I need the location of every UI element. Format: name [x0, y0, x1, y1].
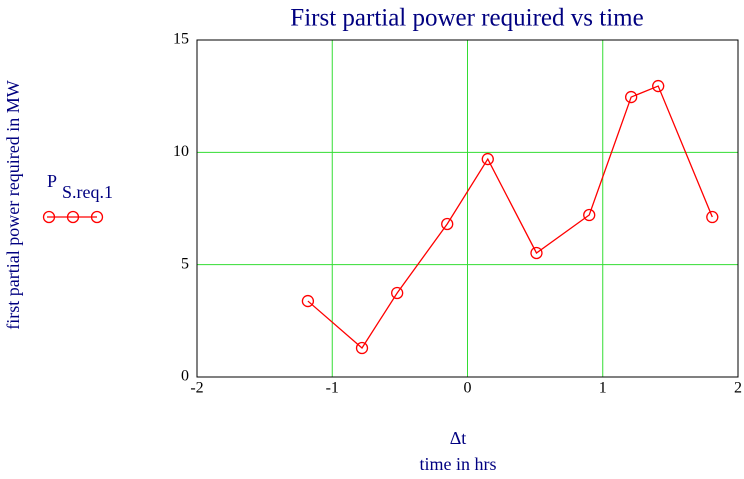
data-point [530, 246, 543, 260]
x-tick-label: 0 [464, 380, 472, 397]
data-point [652, 79, 665, 93]
x-tick-label: -1 [326, 380, 339, 397]
data-point [301, 294, 315, 308]
y-tick-label: 0 [181, 368, 189, 385]
data-point [706, 210, 719, 224]
legend-marker [90, 210, 104, 224]
x-tick-label: 2 [734, 380, 742, 397]
x-tick-label: 1 [599, 380, 607, 397]
series-line [307, 85, 713, 350]
data-point [481, 152, 494, 166]
chart-title: First partial power required vs time [290, 5, 643, 32]
y-tick-label: 15 [173, 31, 189, 48]
legend-marker [66, 210, 80, 224]
plot-frame [196, 39, 739, 378]
legend-label: S.req.1 [62, 182, 113, 202]
y-axis-label: first partial power required in MW [3, 80, 23, 329]
data-point [625, 90, 638, 104]
legend-marker [42, 210, 56, 224]
x-tick-label: -2 [190, 380, 203, 397]
data-point [441, 217, 454, 231]
data-point [355, 341, 369, 355]
y-tick-label: 10 [173, 143, 189, 160]
data-point [583, 208, 596, 222]
x-axis-label: time in hrs [420, 454, 497, 474]
x-axis-label: Δt [450, 428, 467, 448]
y-tick-label: 5 [181, 255, 189, 272]
legend-label: P [47, 171, 57, 191]
data-point [391, 286, 404, 300]
